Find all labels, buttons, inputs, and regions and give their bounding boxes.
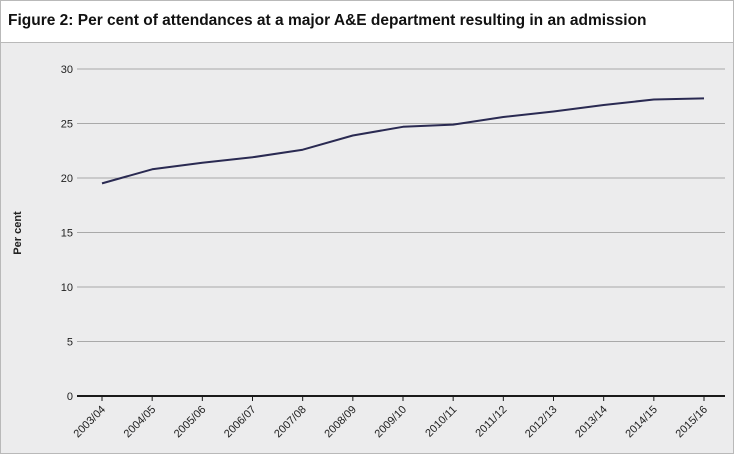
y-tick-label: 30 (61, 64, 73, 76)
x-tick-label: 2008/09 (322, 404, 359, 441)
x-tick-label: 2004/05 (122, 404, 159, 441)
y-axis-label: Per cent (12, 211, 24, 255)
y-tick-label: 25 (61, 119, 73, 131)
x-tick-label: 2007/08 (272, 404, 309, 441)
x-tick-label: 2015/16 (674, 404, 711, 441)
x-tick-label: 2013/14 (573, 404, 610, 441)
x-tick-label: 2009/10 (373, 404, 410, 441)
x-tick-label: 2005/06 (172, 404, 209, 441)
x-tick-label: 2014/15 (623, 404, 660, 441)
y-tick-label: 5 (67, 337, 73, 349)
series-line (101, 97, 705, 185)
plot-background (1, 43, 733, 453)
x-tick-label: 2010/11 (423, 404, 459, 440)
x-tick-label: 2006/07 (222, 404, 259, 441)
x-tick-label: 2003/04 (72, 404, 109, 441)
y-tick-label: 10 (61, 282, 73, 294)
x-tick-label: 2012/13 (523, 404, 560, 441)
y-tick-label: 15 (61, 228, 73, 240)
x-tick-label: 2011/12 (473, 404, 509, 440)
chart-title: Figure 2: Per cent of attendances at a m… (8, 12, 647, 29)
y-tick-label: 0 (67, 391, 73, 403)
title-bar: Figure 2: Per cent of attendances at a m… (1, 1, 733, 43)
y-tick-label: 20 (61, 173, 73, 185)
